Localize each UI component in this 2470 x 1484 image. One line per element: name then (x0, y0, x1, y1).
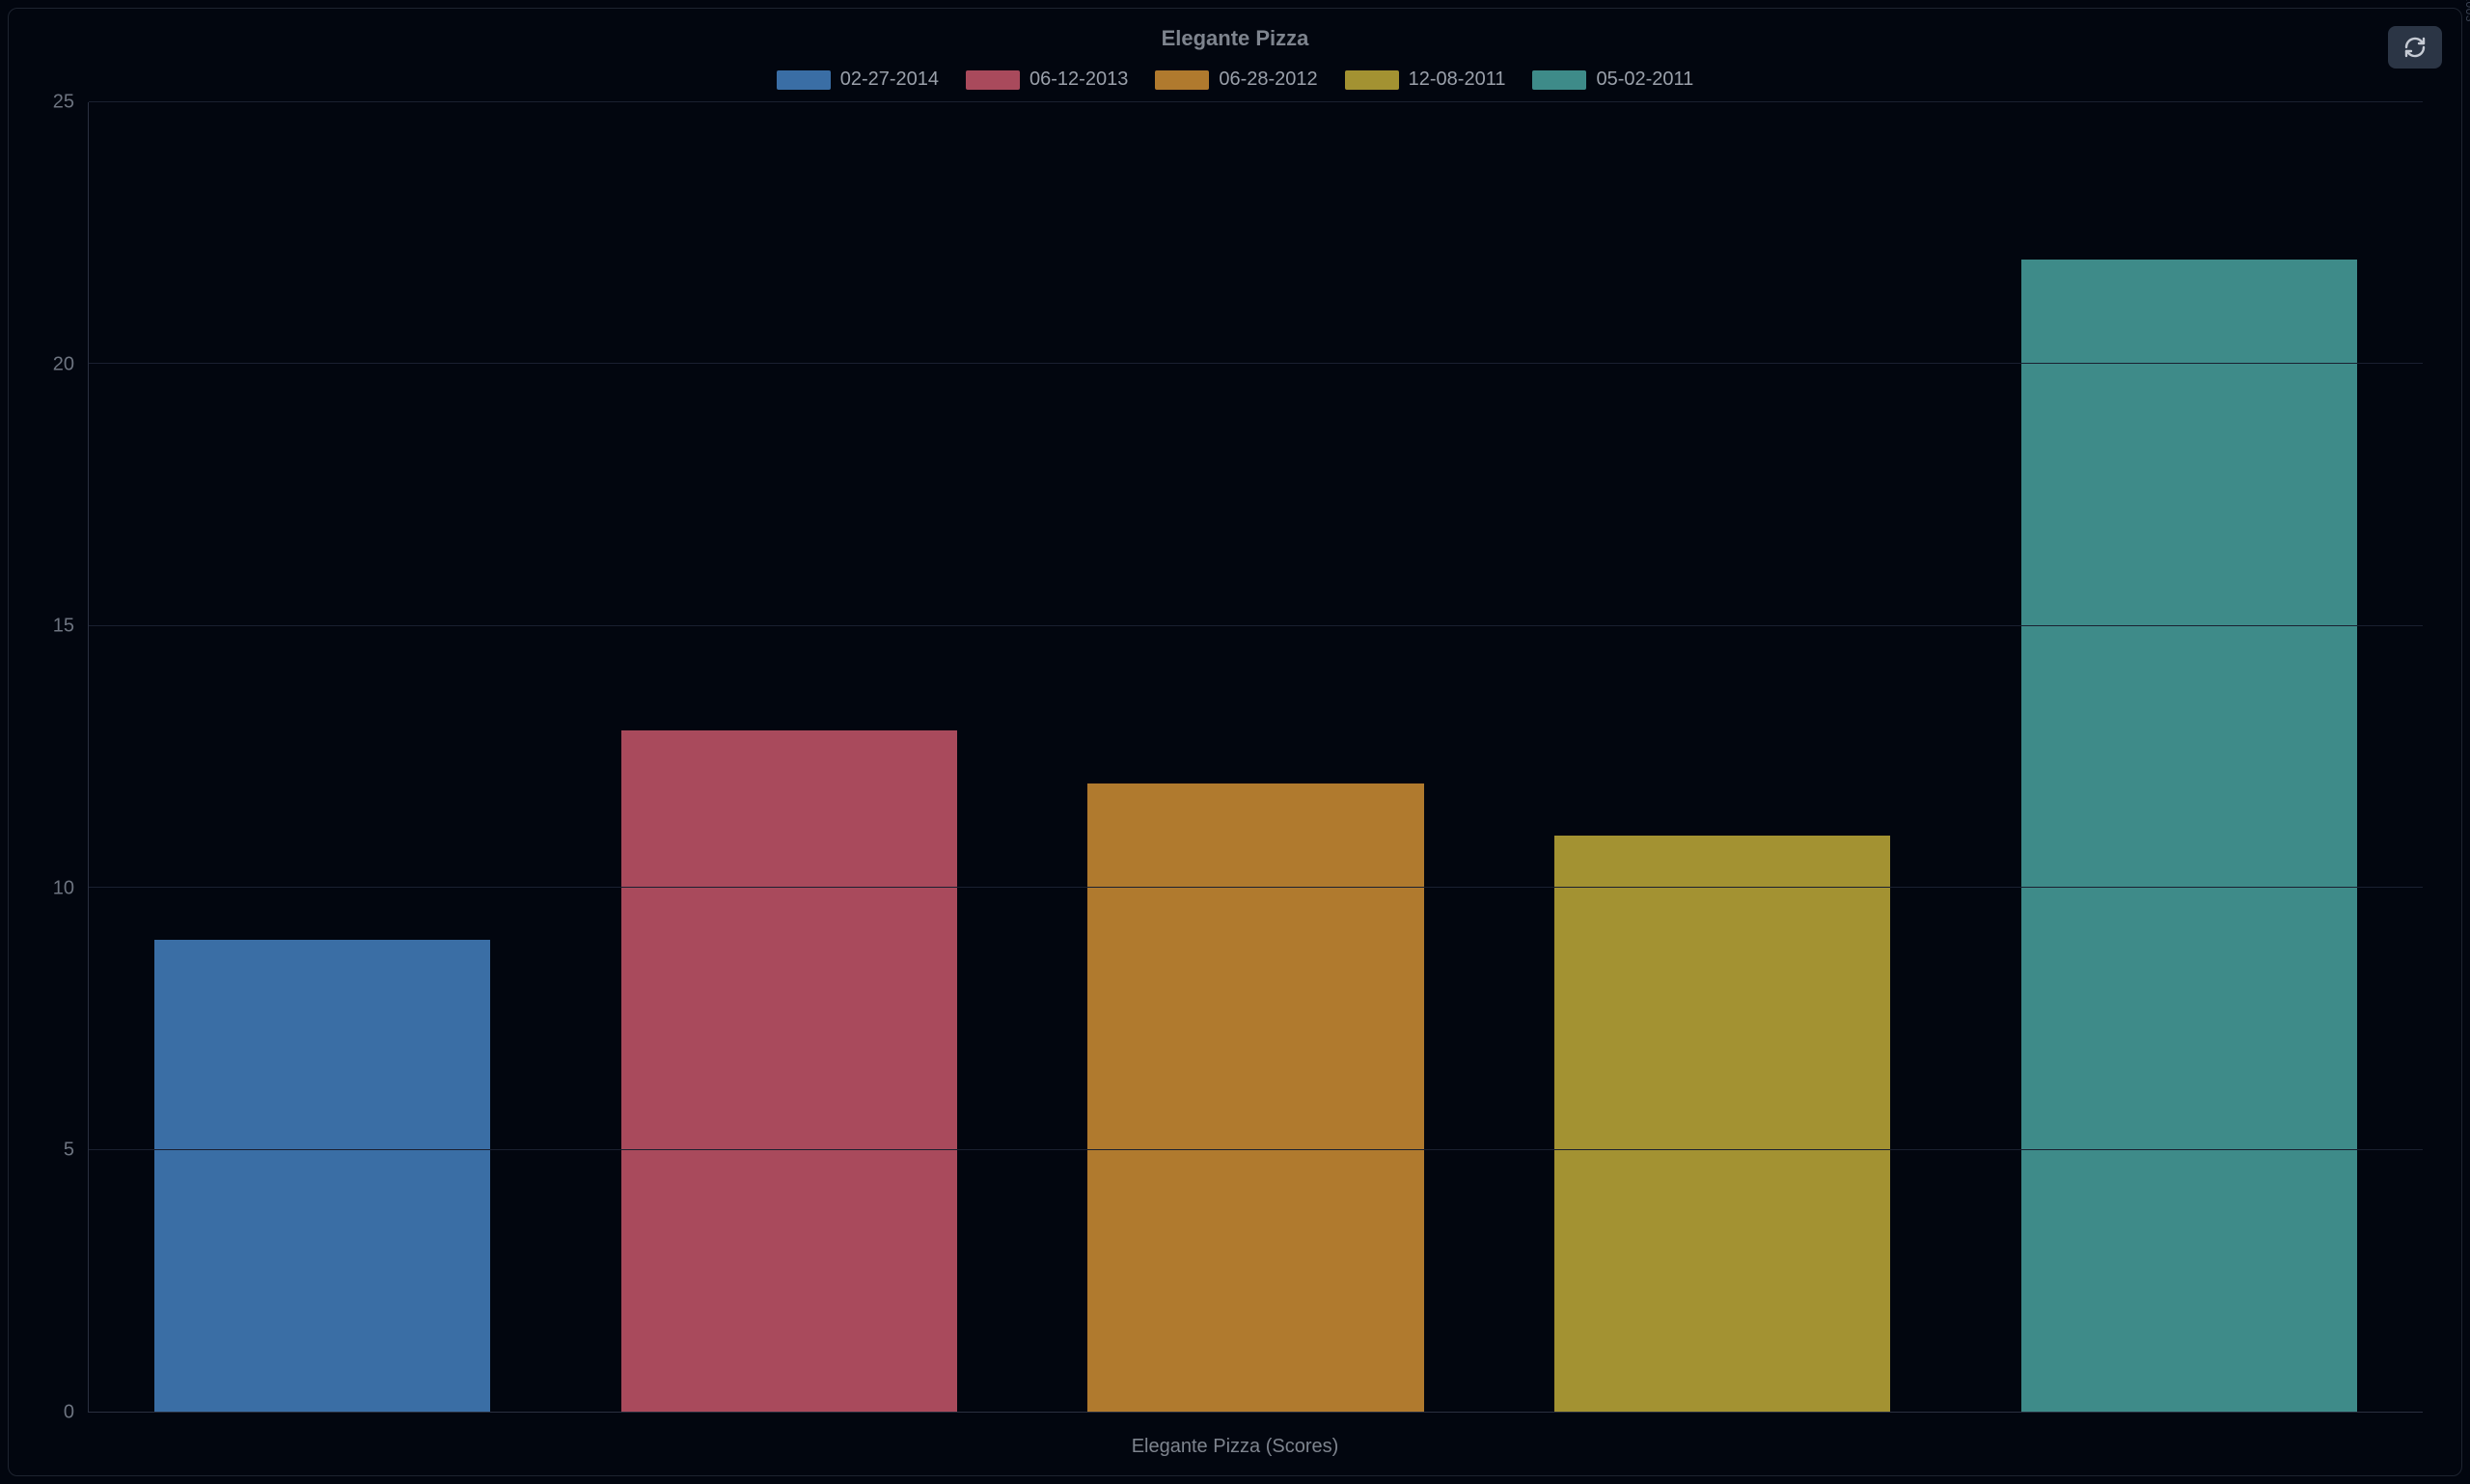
chart-bar[interactable] (1554, 836, 1890, 1412)
chart-header: Elegante Pizza (9, 9, 2461, 51)
y-axis: 0510152025 (36, 102, 82, 1413)
grid-line (89, 1149, 2423, 1150)
x-axis-label: Elegante Pizza (Scores) (9, 1422, 2461, 1475)
bar-slot (89, 102, 556, 1412)
y-tick-label: 20 (53, 353, 74, 375)
panel-side-code: DG-1003 (2463, 0, 2470, 22)
chart-legend: 02-27-2014 06-12-2013 06-28-2012 12-08-2011… (9, 51, 2461, 98)
chart-panel: DG-1003 Elegante Pizza 02-27-201406-12-2… (8, 8, 2462, 1476)
refresh-button[interactable] (2388, 26, 2442, 69)
refresh-icon (2403, 36, 2427, 59)
legend-swatch (1155, 70, 1209, 90)
legend-label: 05-02-2011 (1596, 69, 1693, 91)
legend-label: 06-28-2012 (1219, 69, 1317, 91)
chart-bars (89, 102, 2423, 1412)
chart-bar[interactable] (2021, 260, 2357, 1412)
legend-item[interactable]: 06-12-2013 (966, 69, 1128, 91)
grid-line (89, 625, 2423, 626)
y-tick-label: 25 (53, 92, 74, 114)
chart-bar[interactable] (154, 940, 490, 1412)
legend-item[interactable]: 02-27-2014 (777, 69, 939, 91)
bar-slot (1023, 102, 1490, 1412)
chart-grid (88, 102, 2423, 1413)
grid-line (89, 887, 2423, 888)
bar-slot (1489, 102, 1956, 1412)
grid-line (89, 363, 2423, 364)
legend-swatch (777, 70, 831, 90)
legend-label: 12-08-2011 (1409, 69, 1506, 91)
chart-bar[interactable] (1087, 783, 1423, 1412)
chart-plot-area: 0510152025 (36, 102, 2434, 1413)
legend-item[interactable]: 05-02-2011 (1532, 69, 1693, 91)
y-tick-label: 10 (53, 877, 74, 899)
legend-label: 02-27-2014 (840, 69, 939, 91)
chart-title: Elegante Pizza (9, 26, 2461, 51)
y-tick-label: 5 (64, 1140, 74, 1162)
bar-slot (1956, 102, 2423, 1412)
y-tick-label: 0 (64, 1402, 74, 1424)
y-tick-label: 15 (53, 616, 74, 638)
legend-label: 06-12-2013 (1029, 69, 1128, 91)
legend-item[interactable]: 12-08-2011 (1345, 69, 1506, 91)
legend-swatch (1345, 70, 1399, 90)
legend-item[interactable]: 06-28-2012 (1155, 69, 1317, 91)
grid-line (89, 101, 2423, 102)
chart-bar[interactable] (621, 730, 957, 1412)
bar-slot (556, 102, 1023, 1412)
legend-swatch (1532, 70, 1586, 90)
legend-swatch (966, 70, 1020, 90)
